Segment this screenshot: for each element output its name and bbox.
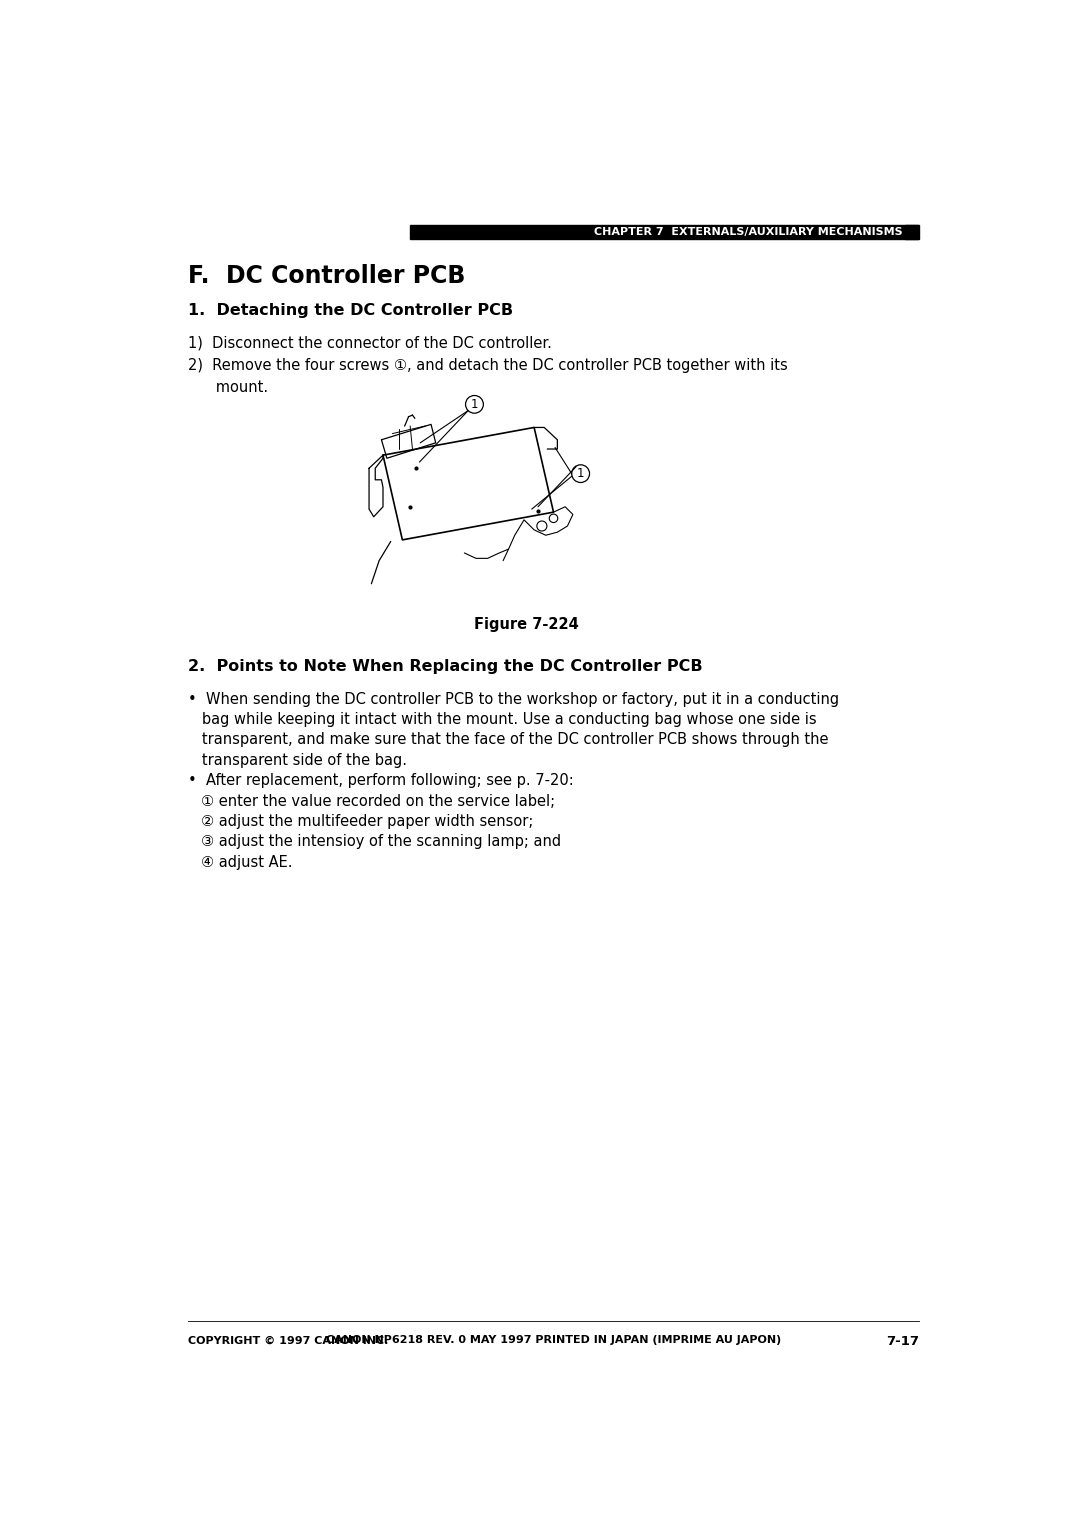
Text: •  When sending the DC controller PCB to the workshop or factory, put it in a co: • When sending the DC controller PCB to …	[188, 692, 839, 706]
Bar	[905, 225, 918, 240]
Text: transparent side of the bag.: transparent side of the bag.	[188, 753, 407, 767]
Text: bag while keeping it intact with the mount. Use a conducting bag whose one side : bag while keeping it intact with the mou…	[188, 712, 816, 727]
Text: ④ adjust AE.: ④ adjust AE.	[201, 854, 293, 869]
Text: 1: 1	[471, 397, 478, 411]
Text: 1)  Disconnect the connector of the DC controller.: 1) Disconnect the connector of the DC co…	[188, 335, 552, 350]
Text: Figure 7-224: Figure 7-224	[474, 617, 579, 633]
Text: 2.  Points to Note When Replacing the DC Controller PCB: 2. Points to Note When Replacing the DC …	[188, 659, 702, 674]
Text: 7-17: 7-17	[887, 1335, 919, 1348]
Text: ② adjust the multifeeder paper width sensor;: ② adjust the multifeeder paper width sen…	[201, 814, 534, 830]
Text: F.  DC Controller PCB: F. DC Controller PCB	[188, 264, 465, 289]
Text: ③ adjust the intensioy of the scanning lamp; and: ③ adjust the intensioy of the scanning l…	[201, 834, 561, 850]
Text: transparent, and make sure that the face of the DC controller PCB shows through : transparent, and make sure that the face…	[188, 732, 828, 747]
Text: 2)  Remove the four screws ①, and detach the DC controller PCB together with its: 2) Remove the four screws ①, and detach …	[188, 358, 787, 373]
Text: mount.: mount.	[188, 380, 268, 394]
Text: CHAPTER 7  EXTERNALS/AUXILIARY MECHANISMS: CHAPTER 7 EXTERNALS/AUXILIARY MECHANISMS	[594, 226, 902, 237]
Bar	[410, 225, 919, 238]
Text: ① enter the value recorded on the service label;: ① enter the value recorded on the servic…	[201, 793, 555, 808]
Text: •  After replacement, perform following; see p. 7-20:: • After replacement, perform following; …	[188, 773, 573, 788]
Text: COPYRIGHT © 1997 CANON INC.: COPYRIGHT © 1997 CANON INC.	[188, 1335, 388, 1345]
Text: 1: 1	[577, 468, 584, 480]
Text: CANON NP6218 REV. 0 MAY 1997 PRINTED IN JAPAN (IMPRIME AU JAPON): CANON NP6218 REV. 0 MAY 1997 PRINTED IN …	[326, 1335, 781, 1345]
Text: 1.  Detaching the DC Controller PCB: 1. Detaching the DC Controller PCB	[188, 303, 513, 318]
